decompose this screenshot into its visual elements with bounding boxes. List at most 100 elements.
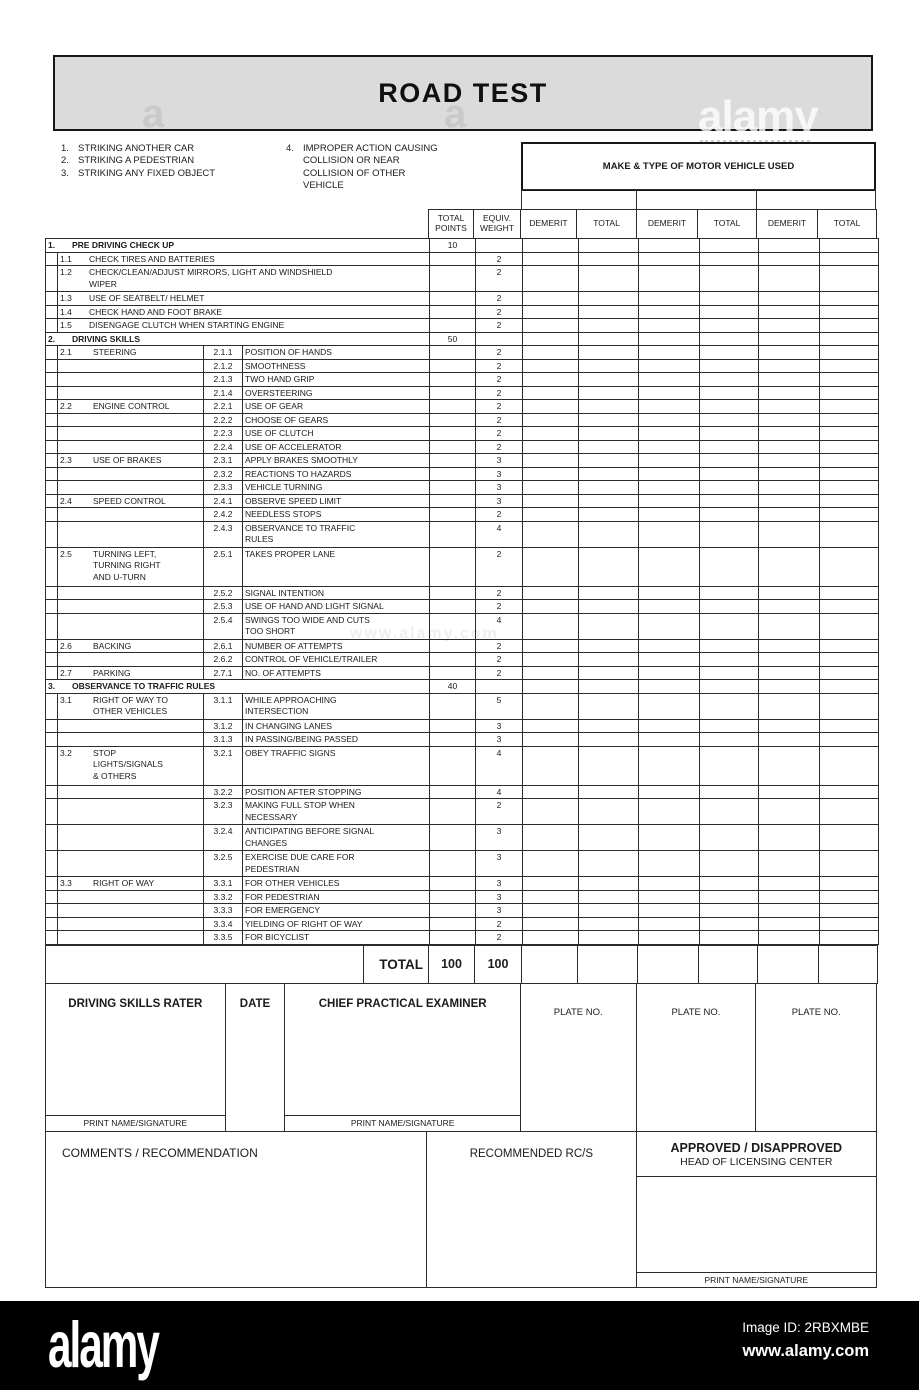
equiv-weight-cell: 2 xyxy=(475,916,524,931)
total-score-cell xyxy=(819,903,880,918)
total-score-cell xyxy=(578,318,640,333)
recommended-rcs-box: RECOMMENDED RC/S xyxy=(427,1131,637,1287)
demerit-cell xyxy=(638,679,701,694)
category-text: ENGINE CONTROL xyxy=(93,401,170,411)
total-score-cell xyxy=(819,304,880,319)
item-description-cell: TWO HAND GRIP xyxy=(241,372,431,387)
row-margin-cell xyxy=(45,265,58,292)
total-score-cell xyxy=(699,399,760,414)
demerit-cell xyxy=(638,507,701,522)
total-points-cell xyxy=(429,412,477,427)
item-description-cell: FOR PEDESTRIAN xyxy=(241,889,431,904)
item-code-cell: 2.6.1 xyxy=(203,638,243,653)
score-table-area: 1. PRE DRIVING CHECK UP 10 1.1 CHECK TIRES A… xyxy=(44,238,880,1288)
total-score-cell xyxy=(578,612,640,640)
plate-no-box: PLATE NO. xyxy=(521,983,637,1131)
category-cell xyxy=(57,358,204,373)
total-points-cell xyxy=(429,784,477,799)
demerit-cell xyxy=(758,372,821,387)
equiv-weight-cell: 2 xyxy=(475,265,524,292)
total-score-cell xyxy=(819,331,880,346)
score-row: 2.5 TURNING LEFT, TURNING RIGHT AND U-TUR… xyxy=(45,546,880,587)
equiv-weight-cell: 2 xyxy=(475,585,524,600)
total-score-cell xyxy=(578,732,640,747)
category-cell xyxy=(57,599,204,614)
item-description-cell: USE OF GEAR xyxy=(241,399,431,414)
alamy-watermark-bar: alamy Image ID: 2RBXMBE www.alamy.com xyxy=(0,1301,919,1390)
score-row: 3.3.3 FOR EMERGENCY 3 xyxy=(45,903,880,918)
demerit-cell xyxy=(638,399,701,414)
total-points-cell xyxy=(429,318,477,333)
demerit-cell xyxy=(638,745,701,786)
plate-no-box: PLATE NO. xyxy=(637,983,757,1131)
demerit-cell xyxy=(758,745,821,786)
demerit-cell xyxy=(522,784,580,799)
demerit-cell xyxy=(522,318,580,333)
collision-notes-left: 1. STRIKING ANOTHER CAR 2. STRIKING A PEDES… xyxy=(61,143,215,180)
score-row: 3.3.2 FOR PEDESTRIAN 3 xyxy=(45,889,880,904)
item-description-cell: CHOOSE OF GEARS xyxy=(241,412,431,427)
vehicle-make-cell xyxy=(757,189,876,210)
category-cell xyxy=(57,824,204,851)
score-row: 2.3 USE OF BRAKES 2.3.1 APPLY BRAKES SMOOTH… xyxy=(45,453,880,468)
demerit-cell xyxy=(758,850,821,877)
total-score-cell xyxy=(819,372,880,387)
row-margin-cell xyxy=(45,745,58,786)
demerit-cell xyxy=(638,930,701,945)
demerit-cell xyxy=(522,876,580,891)
total-score-cell xyxy=(578,385,640,400)
demerit-cell xyxy=(758,889,821,904)
section-number: 1. xyxy=(48,240,56,250)
demerit-cell xyxy=(638,916,701,931)
score-row: 3.1 RIGHT OF WAY TO OTHER VEHICLES 3.1.1 WH… xyxy=(45,692,880,720)
total-score-cell xyxy=(578,304,640,319)
total-score-cell xyxy=(819,930,880,945)
vehicle-make-cell xyxy=(637,189,757,210)
category-cell xyxy=(57,889,204,904)
total-score-cell xyxy=(699,652,760,667)
total-points-cell xyxy=(429,824,477,851)
total-score-cell xyxy=(578,466,640,481)
row-margin-cell xyxy=(45,784,58,799)
category-number: 2.3 xyxy=(60,455,72,465)
total-score-cell xyxy=(699,466,760,481)
demerit-cell xyxy=(522,345,580,360)
total-score-cell xyxy=(819,251,880,266)
item-code-cell: 2.2.3 xyxy=(203,426,243,441)
row-margin-cell xyxy=(45,930,58,945)
total-score-cell xyxy=(699,930,760,945)
score-row: 3.1.3 IN PASSING/BEING PASSED 3 xyxy=(45,732,880,747)
total-score-cell xyxy=(699,238,760,253)
demerit-cell xyxy=(638,692,701,720)
rater-signature-space xyxy=(46,1010,225,1115)
item-description-cell: FOR BICYCLIST xyxy=(241,930,431,945)
item-text: DISENGAGE CLUTCH WHEN STARTING ENGINE xyxy=(89,320,285,330)
equiv-weight-cell: 4 xyxy=(475,784,524,799)
demerit-cell xyxy=(638,331,701,346)
equiv-weight-cell xyxy=(475,238,524,253)
total-points-cell xyxy=(429,265,477,292)
equiv-weight-cell: 5 xyxy=(475,692,524,720)
total-score-cell xyxy=(819,453,880,468)
row-margin-cell xyxy=(45,399,58,414)
demerit-cell xyxy=(638,372,701,387)
equiv-weight-cell: 2 xyxy=(475,372,524,387)
demerit-cell xyxy=(758,612,821,640)
total-score-cell xyxy=(819,480,880,495)
score-row: 3.2.4 ANTICIPATING BEFORE SIGNAL CHANGES 3 xyxy=(45,824,880,851)
score-row: 2.6 BACKING 2.6.1 NUMBER OF ATTEMPTS 2 xyxy=(45,638,880,653)
item-text-cell: 1.3 USE OF SEATBELT/ HELMET xyxy=(56,291,431,306)
row-margin-cell xyxy=(45,718,58,733)
category-number: 3.3 xyxy=(60,878,72,888)
category-text: USE OF BRAKES xyxy=(93,455,162,465)
approved-disapproved-label: APPROVED / DISAPPROVED xyxy=(670,1140,843,1155)
category-cell xyxy=(57,480,204,495)
examiner-label: CHIEF PRACTICAL EXAMINER xyxy=(318,997,487,1010)
demerit-cell xyxy=(522,520,580,548)
demerit-cell xyxy=(522,507,580,522)
total-score-cell xyxy=(819,745,880,786)
item-description-cell: REACTIONS TO HAZARDS xyxy=(241,466,431,481)
plate-no-label: PLATE NO. xyxy=(553,1006,603,1018)
demerit-cell xyxy=(638,798,701,825)
demerit-cell xyxy=(638,412,701,427)
